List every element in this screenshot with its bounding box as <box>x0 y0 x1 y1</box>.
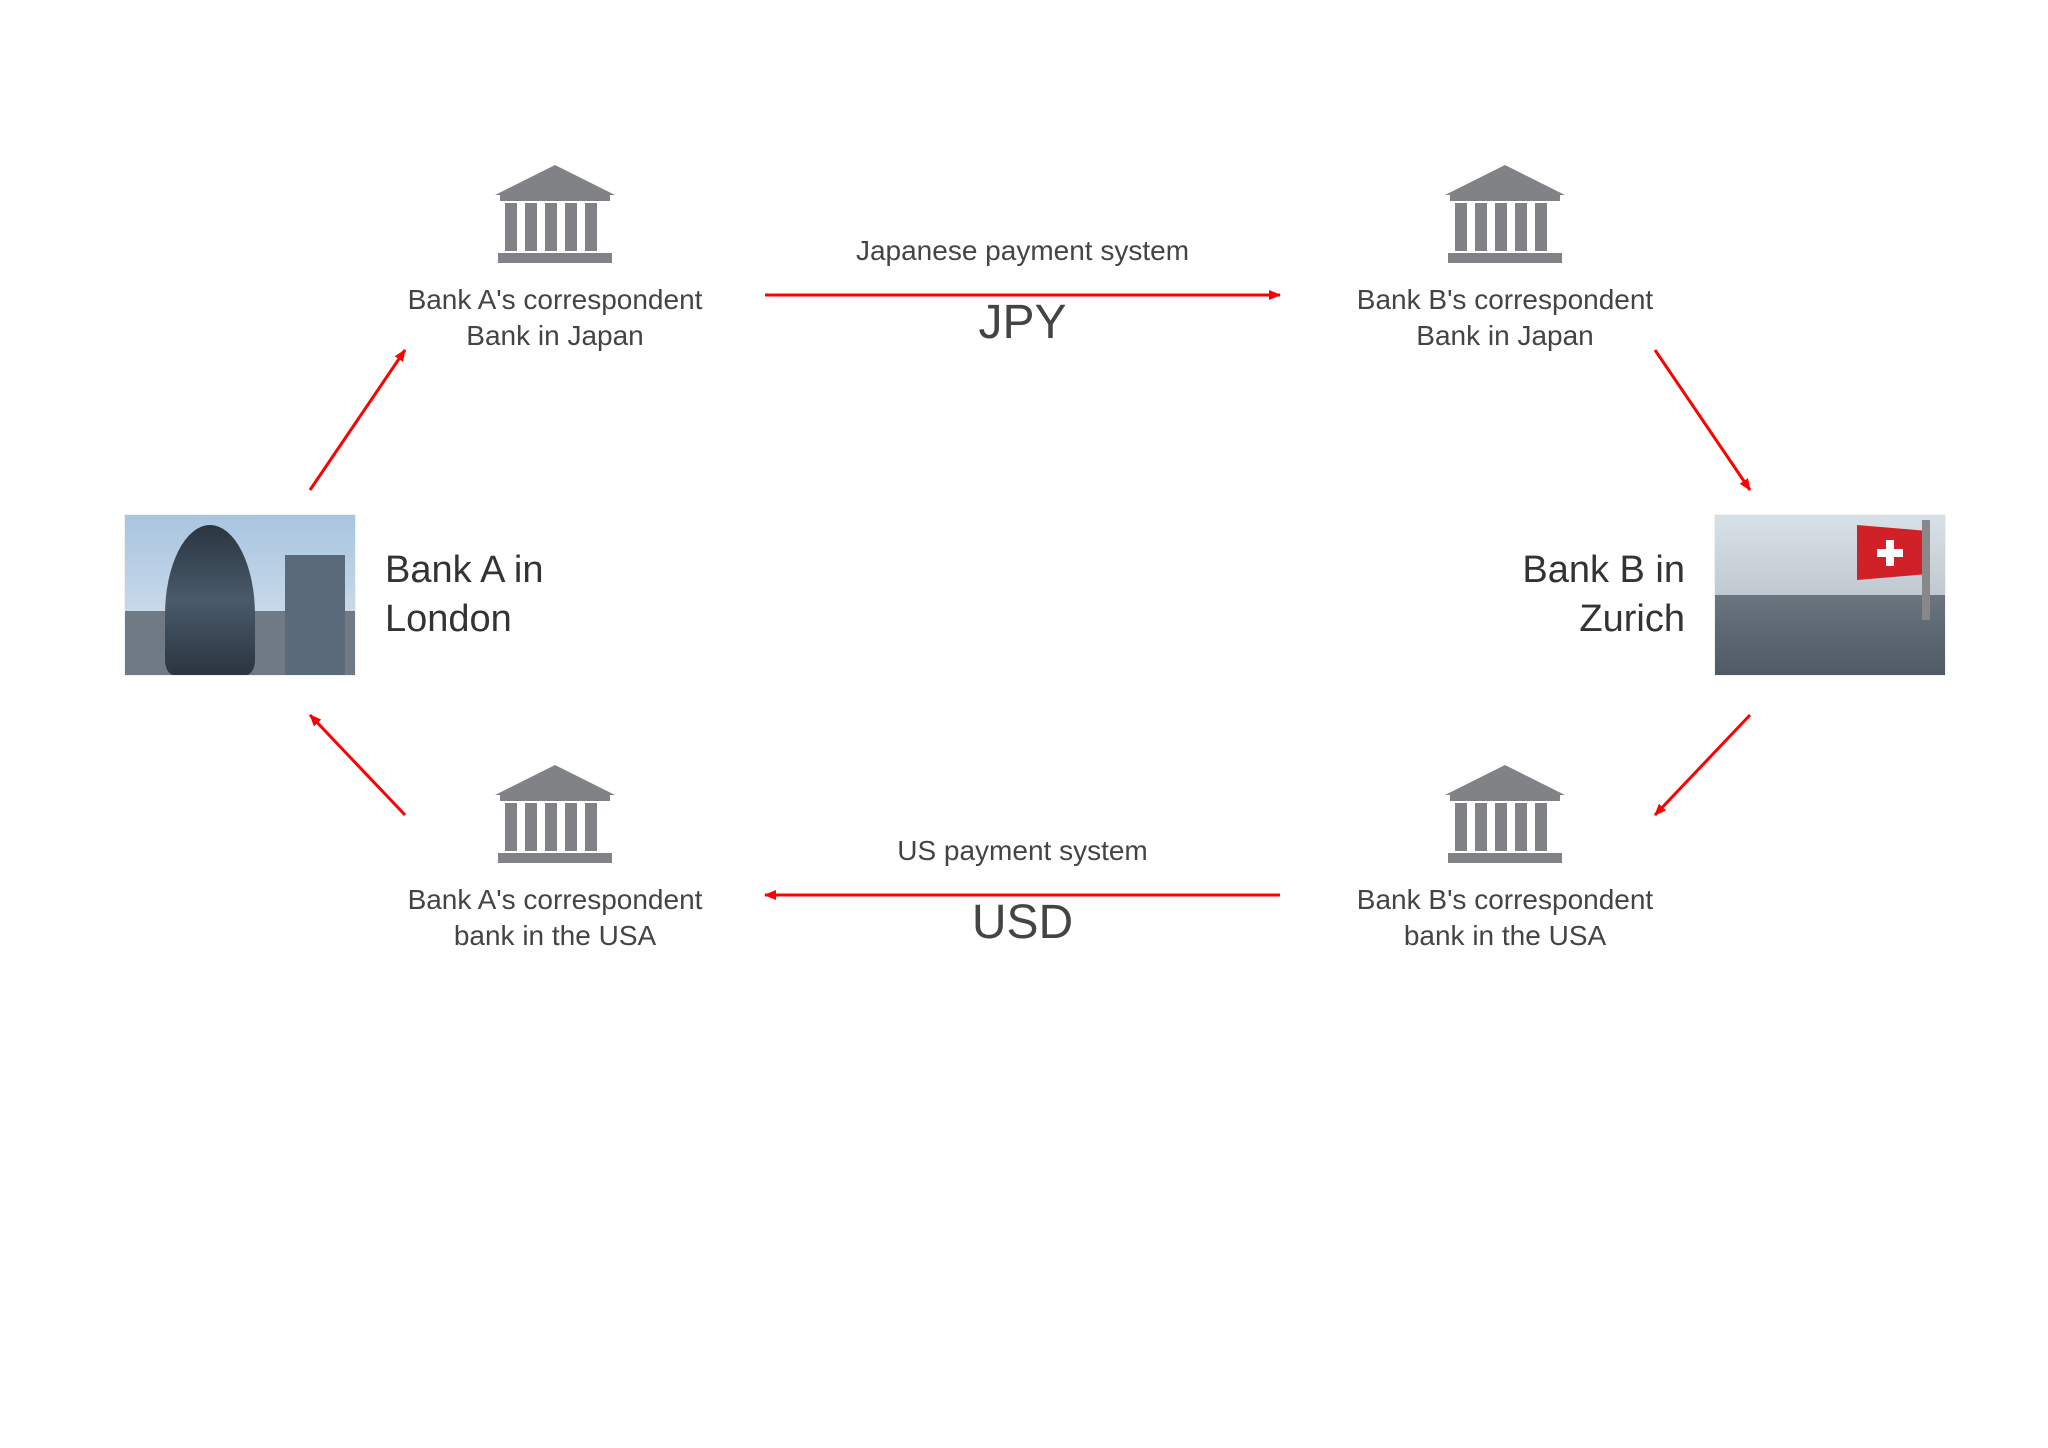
correspondent-banking-diagram: Bank A's correspondent Bank in Japan Ban… <box>125 165 1945 1085</box>
swiss-flag-icon <box>1877 540 1903 566</box>
arrow-edge <box>1655 715 1750 815</box>
arrow-edge <box>310 715 405 815</box>
arrows-layer <box>125 165 1945 1085</box>
arrow-edge <box>1655 350 1750 490</box>
arrow-edge <box>310 350 405 490</box>
